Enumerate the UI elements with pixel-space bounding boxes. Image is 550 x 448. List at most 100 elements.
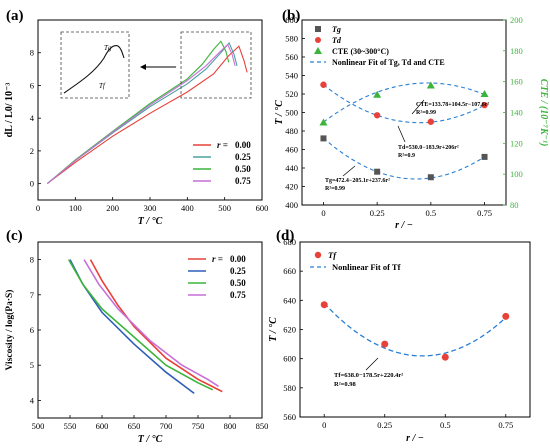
y-tick-label: 4 bbox=[30, 113, 35, 123]
x-tick-label: 850 bbox=[256, 421, 269, 431]
fit-r-squared: R²=0.98 bbox=[334, 381, 356, 388]
point-CTE (30~300°C) bbox=[373, 90, 382, 98]
y-tick-label: 540 bbox=[285, 71, 298, 81]
x-tick-label: 100 bbox=[69, 203, 82, 213]
y-right-tick-label: 160 bbox=[510, 77, 523, 87]
inset-label-tg: Tg bbox=[104, 44, 112, 52]
y-right-tick-label: 200 bbox=[510, 15, 523, 25]
y-axis-label: T / °C bbox=[268, 317, 279, 342]
series-line-r-0.50 bbox=[46, 40, 230, 185]
annotation-arrow bbox=[397, 125, 406, 143]
panel-b-chart: 0 0.25 0.5 0.75 400 420 440 460 480 500 520 540 560 5… bbox=[274, 15, 549, 231]
y-tick-label: 560 bbox=[283, 412, 296, 422]
fit-equation: Tg=472.4−205.1r+237.6r² bbox=[325, 178, 390, 184]
point-Tf bbox=[441, 353, 449, 361]
y-tick-label: 640 bbox=[283, 295, 296, 305]
point-Tf bbox=[502, 312, 510, 320]
y-tick-label: 2 bbox=[30, 146, 34, 156]
fit-curve bbox=[323, 137, 485, 180]
y-tick-label: 6 bbox=[30, 80, 34, 90]
y-tick-label: 580 bbox=[285, 34, 298, 44]
legend-label-0.25: 0.25 bbox=[235, 152, 251, 162]
legend-label-0.00: 0.00 bbox=[235, 140, 251, 150]
y-tick-label: 600 bbox=[283, 354, 296, 364]
y-tick-label: 440 bbox=[285, 163, 298, 173]
inset-curve bbox=[63, 45, 125, 94]
y-axis-label: dL / L0/ 10⁻³ bbox=[4, 83, 15, 138]
legend-label: Td bbox=[332, 36, 342, 45]
point-Tg bbox=[427, 174, 434, 181]
point-Tg bbox=[481, 153, 488, 160]
series-line-r-0.75 bbox=[46, 43, 236, 185]
y-tick-label: 480 bbox=[285, 126, 298, 136]
y-tick-label: 8 bbox=[30, 48, 34, 58]
panel-label-b: (b) bbox=[282, 8, 300, 24]
legend-label: Nonlinear Fit of Tf bbox=[332, 262, 401, 272]
point-Td bbox=[427, 118, 435, 125]
x-axis-label: T / °C bbox=[138, 434, 163, 445]
fit-r-squared: R²=0.99 bbox=[325, 186, 345, 192]
series-line-r-0.00 bbox=[89, 259, 223, 393]
inset-arrowhead bbox=[140, 64, 146, 70]
x-tick-label: 0 bbox=[322, 420, 326, 430]
y-tick-label: 620 bbox=[283, 325, 296, 335]
x-tick-label: 0.5 bbox=[426, 208, 437, 218]
x-tick-label: 0.5 bbox=[440, 420, 451, 430]
annotation-arrow bbox=[365, 357, 379, 371]
point-CTE (30~300°C) bbox=[480, 90, 489, 97]
annotation-arrow bbox=[342, 165, 356, 177]
x-tick-label: 0.25 bbox=[377, 420, 392, 430]
x-tick-label: 600 bbox=[256, 203, 269, 213]
panel-label-a: (a) bbox=[6, 8, 24, 24]
legend-label-0.75: 0.75 bbox=[230, 290, 246, 300]
y-tick-label: 6 bbox=[30, 325, 34, 335]
legend-label: Nonlinear Fit of Tg, Td and CTE bbox=[332, 58, 445, 67]
x-tick-label: 0 bbox=[321, 208, 325, 218]
point-Tf bbox=[381, 340, 389, 348]
legend-label: Tf bbox=[328, 250, 337, 260]
panel-d-chart: 0 0.25 0.5 0.75 560 580 600 620 640 660 680 r / − T … bbox=[268, 237, 531, 444]
legend-label-0.50: 0.50 bbox=[230, 278, 246, 288]
fit-equation: CTE=133.78+104.5r−107.6r² bbox=[416, 102, 489, 108]
x-tick-label: 200 bbox=[106, 203, 119, 213]
y-tick-label: 4 bbox=[30, 395, 35, 405]
fit-equation: Td=530.0−183.9r+206r² bbox=[398, 145, 459, 151]
y-tick-label: 400 bbox=[285, 200, 298, 210]
y-axis-label: Viscosity / log(Pa·S) bbox=[4, 290, 15, 371]
x-tick-label: 0.75 bbox=[477, 208, 492, 218]
y-tick-label: 8 bbox=[30, 255, 34, 265]
x-tick-label: 300 bbox=[144, 203, 157, 213]
fit-curve bbox=[323, 82, 485, 123]
y-right-tick-label: 100 bbox=[510, 169, 523, 179]
y-right-tick-label: 120 bbox=[510, 138, 523, 148]
point-Td bbox=[373, 112, 381, 119]
y-tick-label: 7 bbox=[30, 290, 34, 300]
legend-marker bbox=[315, 26, 321, 32]
inset-label-tf: Tf bbox=[99, 82, 106, 90]
x-tick-label: 600 bbox=[96, 421, 109, 431]
x-axis-label: r / − bbox=[395, 220, 413, 231]
x-tick-label: 650 bbox=[128, 421, 141, 431]
annotation-arrow bbox=[411, 99, 425, 115]
legend-label-0.00: 0.00 bbox=[230, 254, 246, 264]
legend-label: Tg bbox=[332, 25, 341, 34]
x-tick-label: 500 bbox=[218, 203, 231, 213]
panel-a-chart: 0 100 200 300 400 500 600 0 2 4 6 8 T / °C dL / L0/ 1… bbox=[4, 19, 269, 227]
y-tick-label: 580 bbox=[283, 383, 296, 393]
y-tick-label: 660 bbox=[283, 266, 296, 276]
point-Td bbox=[320, 81, 327, 88]
legend-marker bbox=[314, 251, 322, 259]
series-line-r-0.25 bbox=[69, 259, 195, 395]
y-right-tick-label: 80 bbox=[510, 200, 519, 210]
y-tick-label: 520 bbox=[285, 89, 298, 99]
legend-marker bbox=[314, 47, 322, 54]
panel-label-c: (c) bbox=[6, 228, 23, 244]
y-tick-label: 420 bbox=[285, 182, 298, 192]
fit-curve bbox=[323, 302, 507, 357]
series-line-r-0.50 bbox=[68, 259, 214, 391]
plot-frame bbox=[37, 241, 263, 419]
y-right-tick-label: 180 bbox=[510, 46, 523, 56]
x-tick-label: 700 bbox=[160, 421, 173, 431]
x-tick-label: 0.75 bbox=[498, 420, 513, 430]
